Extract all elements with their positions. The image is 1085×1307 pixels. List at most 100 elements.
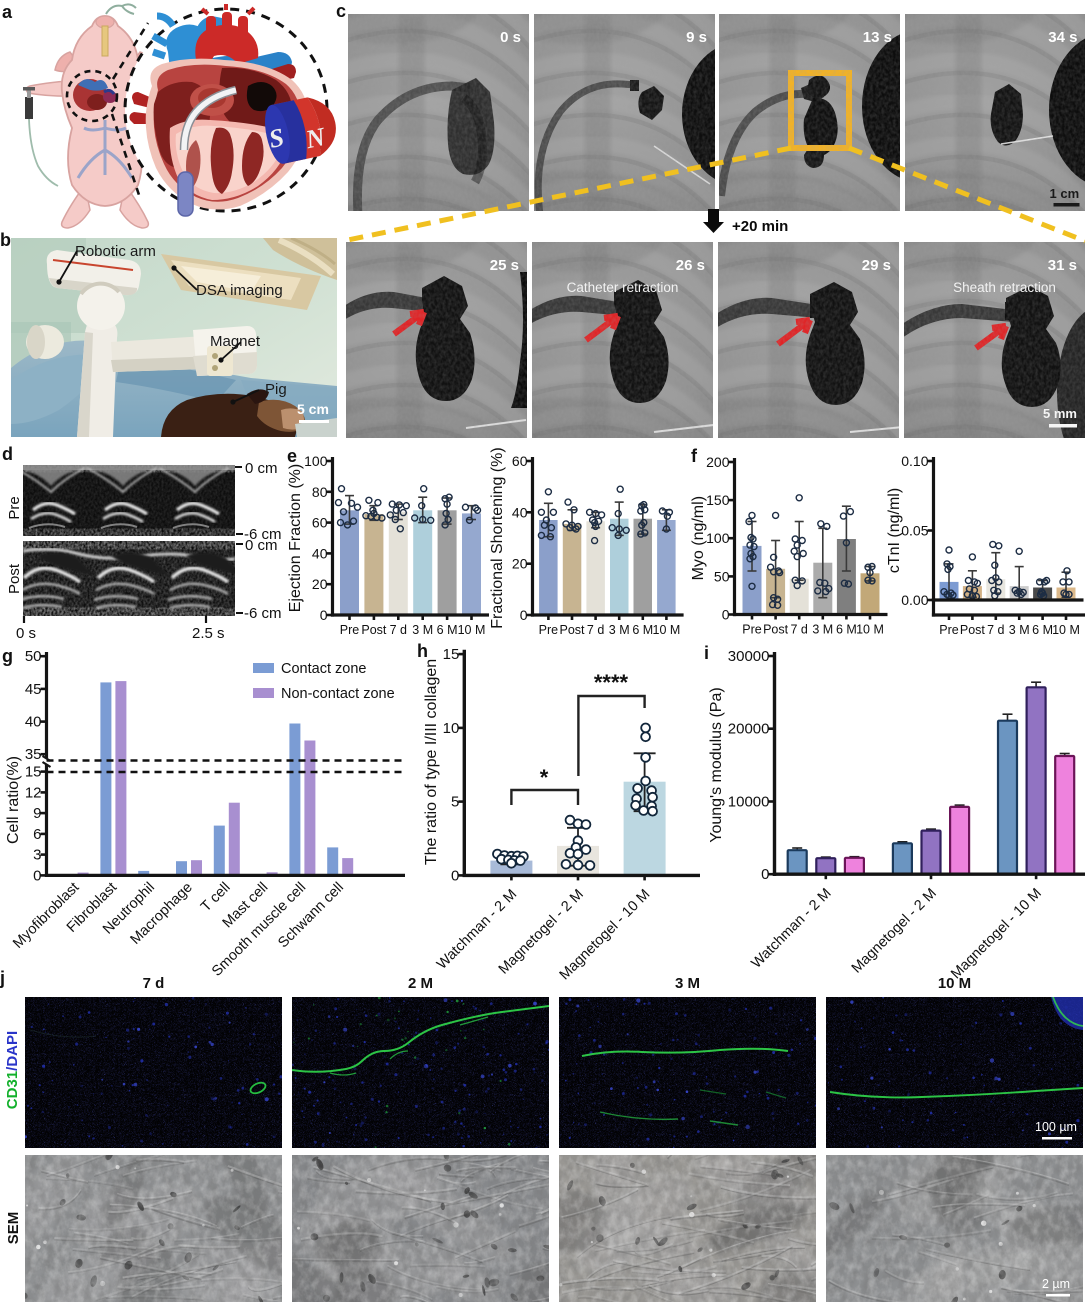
svg-text:Pre: Pre [539, 623, 559, 637]
svg-text:Pre: Pre [340, 623, 360, 637]
svg-text:cTnI (ng/ml): cTnI (ng/ml) [886, 488, 903, 573]
svg-text:9 s: 9 s [686, 29, 707, 46]
svg-text:7 d: 7 d [987, 623, 1004, 637]
svg-text:-6 cm: -6 cm [244, 526, 282, 543]
svg-text:50: 50 [714, 568, 730, 584]
svg-text:26 s: 26 s [676, 257, 705, 274]
svg-text:Watchman - 2 M: Watchman - 2 M [748, 886, 834, 972]
svg-text:10000: 10000 [728, 794, 770, 811]
svg-text:29 s: 29 s [862, 257, 891, 274]
svg-text:45: 45 [25, 681, 42, 698]
svg-text:Pre: Pre [939, 623, 959, 637]
svg-text:20000: 20000 [728, 721, 770, 738]
svg-text:31 s: 31 s [1048, 257, 1077, 274]
svg-text:10 M: 10 M [856, 623, 884, 637]
svg-text:60: 60 [512, 453, 528, 469]
svg-text:1 cm: 1 cm [1049, 186, 1079, 201]
svg-text:80: 80 [312, 484, 328, 500]
svg-text:25 s: 25 s [490, 257, 519, 274]
svg-text:100 µm: 100 µm [1035, 1120, 1077, 1134]
svg-text:0: 0 [722, 607, 730, 623]
svg-text:The ratio of type I/III collag: The ratio of type I/III collagen [423, 659, 440, 865]
svg-text:3 M: 3 M [412, 623, 433, 637]
svg-text:40: 40 [312, 545, 328, 561]
svg-text:7 d: 7 d [390, 623, 407, 637]
svg-text:6 M: 6 M [836, 623, 857, 637]
svg-text:60: 60 [312, 515, 328, 531]
svg-text:0 cm: 0 cm [245, 460, 278, 477]
svg-text:10 M: 10 M [653, 623, 681, 637]
svg-text:34 s: 34 s [1048, 29, 1077, 46]
svg-text:T cell: T cell [198, 880, 234, 916]
svg-text:0: 0 [761, 866, 769, 883]
svg-text:20: 20 [312, 576, 328, 592]
svg-text:15: 15 [25, 764, 42, 781]
svg-text:40: 40 [512, 504, 528, 520]
svg-text:SEM: SEM [5, 1212, 22, 1245]
svg-text:0: 0 [33, 867, 41, 884]
svg-text:5 mm: 5 mm [1043, 406, 1077, 421]
svg-text:****: **** [594, 670, 629, 695]
svg-text:13 s: 13 s [863, 29, 892, 46]
svg-text:0 s: 0 s [500, 29, 521, 46]
svg-text:Post: Post [6, 563, 23, 594]
svg-text:Post: Post [960, 623, 986, 637]
svg-text:3 M: 3 M [675, 975, 700, 992]
svg-text:0.00: 0.00 [901, 592, 928, 608]
svg-text:15: 15 [443, 646, 460, 663]
svg-text:7 d: 7 d [143, 975, 165, 992]
svg-text:100: 100 [304, 453, 328, 469]
svg-text:35: 35 [25, 746, 42, 763]
svg-text:Non-contact zone: Non-contact zone [281, 686, 395, 702]
svg-text:6 M: 6 M [1032, 623, 1053, 637]
svg-text:10 M: 10 M [458, 623, 486, 637]
svg-text:100: 100 [706, 530, 730, 546]
svg-text:10: 10 [443, 720, 460, 737]
svg-text:2.5 s: 2.5 s [192, 625, 225, 642]
svg-text:3 M: 3 M [1009, 623, 1030, 637]
svg-text:6: 6 [33, 826, 41, 843]
svg-text:9: 9 [33, 805, 41, 822]
svg-text:0: 0 [320, 607, 328, 623]
svg-text:3: 3 [33, 847, 41, 864]
svg-text:0.10: 0.10 [901, 453, 928, 469]
svg-text:6 M: 6 M [437, 623, 458, 637]
svg-text:12: 12 [25, 784, 42, 801]
svg-text:0.05: 0.05 [901, 523, 928, 539]
svg-text:2 µm: 2 µm [1042, 1277, 1070, 1291]
svg-text:Post: Post [361, 623, 387, 637]
svg-text:10 M: 10 M [1052, 623, 1080, 637]
svg-text:Cell ratio(%): Cell ratio(%) [5, 756, 22, 844]
svg-text:CD31/DAPI: CD31/DAPI [4, 1031, 21, 1109]
svg-text:Magnetogel - 10 M: Magnetogel - 10 M [948, 886, 1045, 983]
svg-text:Post: Post [763, 623, 789, 637]
svg-text:7 d: 7 d [791, 623, 808, 637]
svg-text:5 cm: 5 cm [297, 401, 329, 417]
svg-text:3 M: 3 M [812, 623, 833, 637]
svg-text:200: 200 [706, 454, 730, 470]
svg-text:0: 0 [520, 607, 528, 623]
svg-text:5: 5 [451, 794, 459, 811]
svg-text:30000: 30000 [728, 648, 770, 665]
svg-text:50: 50 [25, 648, 42, 665]
svg-text:Catheter retraction: Catheter retraction [567, 280, 679, 295]
svg-text:Myo (ng/ml): Myo (ng/ml) [690, 496, 707, 580]
svg-text:3 M: 3 M [609, 623, 630, 637]
svg-text:0 cm: 0 cm [245, 537, 278, 554]
svg-text:0 s: 0 s [16, 625, 36, 642]
svg-text:2 M: 2 M [408, 975, 433, 992]
svg-text:Fractional Shortening (%): Fractional Shortening (%) [489, 447, 506, 628]
svg-text:Sheath retraction: Sheath retraction [953, 280, 1056, 295]
svg-text:S: S [266, 122, 286, 153]
svg-text:0: 0 [451, 867, 459, 884]
svg-text:Post: Post [559, 623, 585, 637]
svg-text:40: 40 [25, 714, 42, 731]
svg-text:Young's modulus (Pa): Young's modulus (Pa) [708, 687, 725, 842]
svg-text:Contact zone: Contact zone [281, 661, 366, 677]
svg-text:Pre: Pre [6, 496, 23, 519]
svg-text:20: 20 [512, 556, 528, 572]
svg-text:Pre: Pre [742, 623, 762, 637]
svg-text:Ejection Fraction (%): Ejection Fraction (%) [287, 464, 304, 613]
svg-text:-6 cm: -6 cm [244, 605, 282, 622]
svg-text:*: * [540, 765, 549, 790]
